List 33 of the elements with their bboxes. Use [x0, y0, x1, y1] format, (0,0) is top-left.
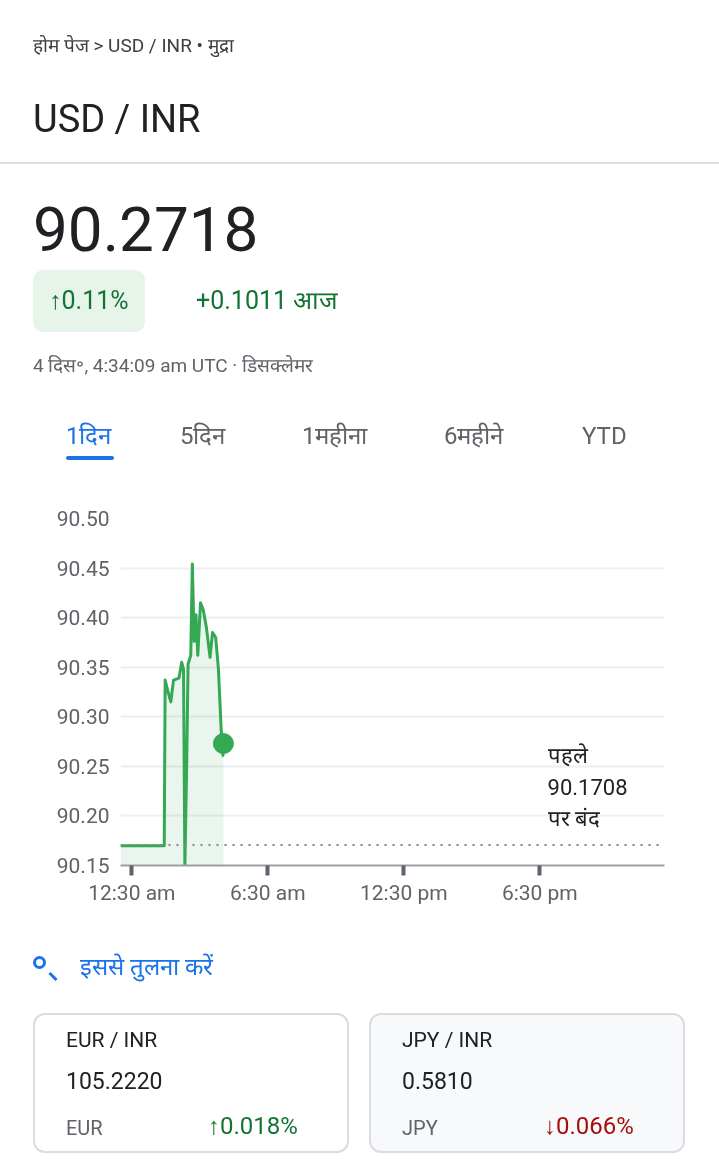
x-tick-label: 6:30 am [230, 880, 306, 905]
text: 0.5810 [402, 1067, 473, 1097]
x-tick-label: 12:30 pm [359, 880, 448, 905]
x-tick-label: 6:30 pm [501, 880, 578, 905]
y-tick-label: 90.35 [56, 655, 110, 680]
text: 5दिन [180, 421, 226, 452]
text: 90.2718 [33, 192, 259, 268]
text: JPY / INR [402, 1027, 493, 1054]
y-tick-label: 90.40 [56, 606, 110, 631]
text: +0.1011 आज [196, 285, 339, 317]
y-tick-label: 90.50 [56, 507, 110, 531]
text: 105.2220 [66, 1067, 163, 1097]
x-tick-label: 12:30 am [88, 880, 176, 905]
text: EUR / INR [66, 1027, 158, 1054]
text: EUR [66, 1115, 103, 1142]
text: होम पेज > USD / INR • मुद्रा [33, 33, 234, 59]
text: JPY [402, 1115, 438, 1142]
text: USD / INR [33, 96, 201, 143]
text: ↑0.11% [33, 270, 145, 332]
text: ↑0.018% [208, 1111, 298, 1142]
text: 1दिन [66, 421, 112, 452]
text: 6महीने [444, 421, 504, 452]
text: इससे तुलना करें [80, 952, 213, 984]
y-tick-label: 90.30 [56, 705, 110, 730]
text: ↓0.066% [544, 1111, 634, 1142]
ref-line-label: पहले 90.1708 पर बंद [547, 743, 628, 831]
text: YTD [582, 421, 627, 452]
y-tick-label: 90.45 [56, 556, 110, 581]
y-tick-label: 90.25 [56, 754, 110, 779]
text: 1महीना [302, 421, 368, 452]
y-tick-label: 90.20 [56, 804, 110, 829]
text: 4 दिस॰, 4:34:09 am UTC · डिसक्लेमर [33, 353, 314, 379]
y-tick-label: 90.15 [56, 854, 110, 878]
